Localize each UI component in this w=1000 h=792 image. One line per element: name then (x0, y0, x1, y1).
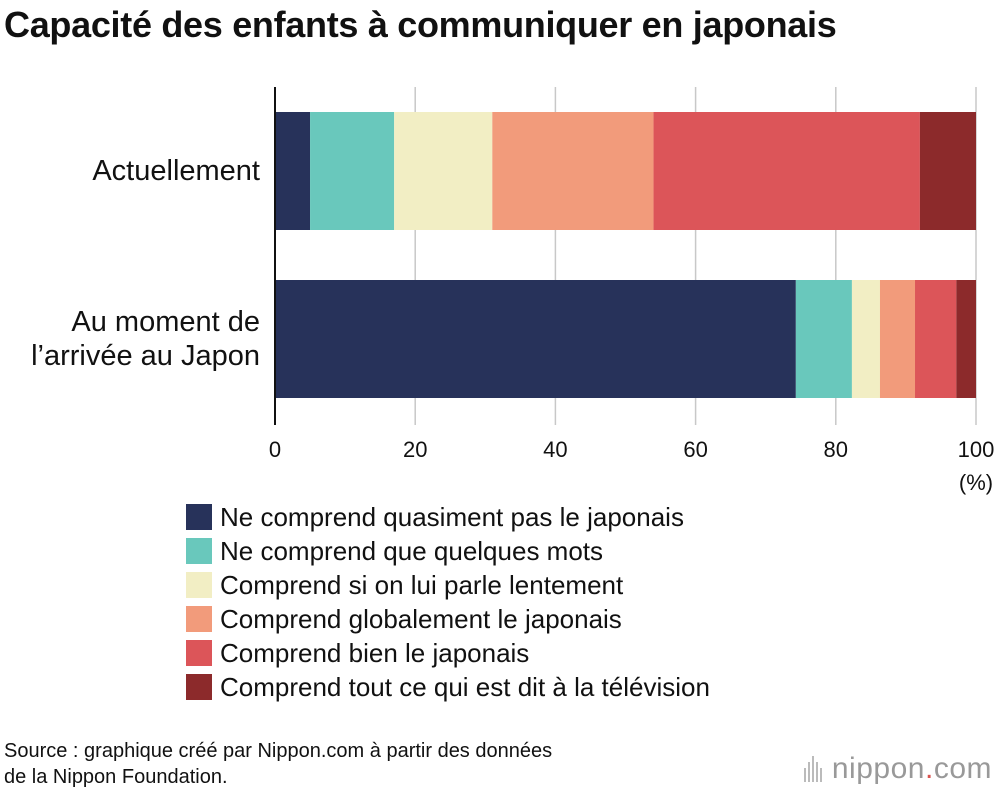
legend-swatch (186, 640, 212, 666)
category-label-0: Actuellement (92, 154, 260, 188)
logo-text: nippon.com (832, 752, 992, 786)
bar-segment-0-3 (492, 112, 654, 230)
legend-label: Comprend si on lui parle lentement (220, 569, 624, 600)
x-tick-label-20: 20 (403, 437, 427, 462)
legend-item-5: Comprend tout ce qui est dit à la télévi… (186, 670, 710, 704)
nippon-logo: nippon.com (803, 752, 992, 786)
bar-segment-1-4 (915, 280, 957, 398)
category-label-1: Au moment de l’arrivée au Japon (31, 305, 260, 373)
bar-segment-0-2 (394, 112, 493, 230)
bar-segment-0-5 (919, 112, 976, 230)
legend-item-0: Ne comprend quasiment pas le japonais (186, 500, 710, 534)
bar-segment-1-0 (275, 280, 796, 398)
x-tick-label-0: 0 (269, 437, 281, 462)
category-label-line: Actuellement (92, 155, 260, 187)
legend-item-1: Ne comprend que quelques mots (186, 534, 710, 568)
bar-segment-1-1 (795, 280, 852, 398)
legend-swatch (186, 606, 212, 632)
x-tick-label-60: 60 (683, 437, 707, 462)
legend-item-2: Comprend si on lui parle lentement (186, 568, 710, 602)
x-axis-unit: (%) (959, 470, 993, 495)
bar-segment-0-1 (310, 112, 395, 230)
logo-suffix: com (933, 752, 992, 785)
legend: Ne comprend quasiment pas le japonais Ne … (186, 500, 710, 704)
legend-label: Ne comprend quasiment pas le japonais (220, 501, 684, 532)
legend-label: Comprend globalement le japonais (220, 603, 622, 634)
legend-swatch (186, 538, 212, 564)
source-note: Source : graphique créé par Nippon.com à… (4, 738, 724, 790)
legend-swatch (186, 572, 212, 598)
bar-segment-0-0 (275, 112, 311, 230)
legend-item-3: Comprend globalement le japonais (186, 602, 710, 636)
x-tick-label-100: 100 (958, 437, 995, 462)
source-line-1: Source : graphique créé par Nippon.com à… (4, 740, 553, 762)
source-line-2: de la Nippon Foundation. (4, 766, 228, 788)
bar-segment-1-2 (851, 280, 880, 398)
legend-item-4: Comprend bien le japonais (186, 636, 710, 670)
legend-swatch (186, 504, 212, 530)
logo-word: nippon (831, 752, 925, 785)
bar-segment-0-4 (653, 112, 920, 230)
x-tick-label-80: 80 (824, 437, 848, 462)
legend-label: Comprend tout ce qui est dit à la télévi… (220, 671, 710, 702)
legend-swatch (186, 674, 212, 700)
x-tick-label-40: 40 (543, 437, 567, 462)
category-label-line: l’arrivée au Japon (31, 340, 260, 372)
bar-segment-1-5 (956, 280, 976, 398)
logo-dot: . (924, 752, 934, 785)
chart-title: Capacité des enfants à communiquer en ja… (4, 4, 837, 45)
bar-segment-1-3 (879, 280, 916, 398)
legend-label: Comprend bien le japonais (220, 637, 530, 668)
stacked-bar-chart: 0 20 40 60 80 100 (%) (269, 87, 995, 495)
logo-bars-icon (803, 756, 824, 782)
category-label-line: Au moment de (71, 306, 260, 338)
legend-label: Ne comprend que quelques mots (220, 535, 604, 566)
